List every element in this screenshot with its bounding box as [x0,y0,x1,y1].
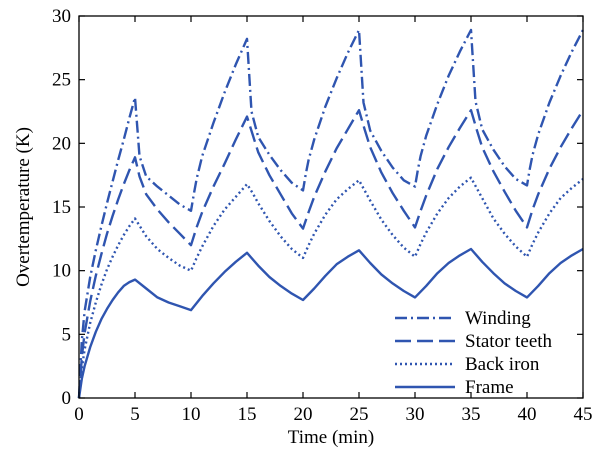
series-layer [77,28,585,399]
y-tick-label: 30 [52,6,71,27]
x-tick-label: 10 [182,404,201,425]
series-line-winding [77,28,585,399]
y-tick-label: 20 [52,133,71,154]
x-tick-label: 20 [294,404,313,425]
y-tick-label: 15 [52,197,71,218]
legend-label: Frame [465,377,514,398]
y-tick-label: 25 [52,70,71,91]
series-line-frame [77,247,584,399]
x-tick-label: 5 [130,404,140,425]
y-tick-label: 10 [52,261,71,282]
series-line-stator-teeth [77,108,585,399]
x-tick-label: 45 [574,404,593,425]
x-tick-label: 25 [350,404,369,425]
y-tick-label: 0 [62,388,72,409]
legend-label: Back iron [465,354,540,375]
y-tick-label: 5 [62,324,72,345]
y-axis: 0 5 10 15 20 25 30 [52,6,583,409]
x-tick-label: 15 [238,404,257,425]
x-tick-label: 30 [406,404,425,425]
x-tick-label: 35 [462,404,481,425]
x-tick-label: 0 [74,404,84,425]
x-tick-label: 40 [518,404,537,425]
x-axis-label: Time (min) [288,427,374,448]
x-axis: 0 5 10 15 20 25 30 35 40 45 [74,16,593,425]
y-axis-label: Overtemperature (K) [13,127,34,287]
legend-label: Stator teeth [465,331,553,352]
legend-label: Winding [465,308,531,329]
